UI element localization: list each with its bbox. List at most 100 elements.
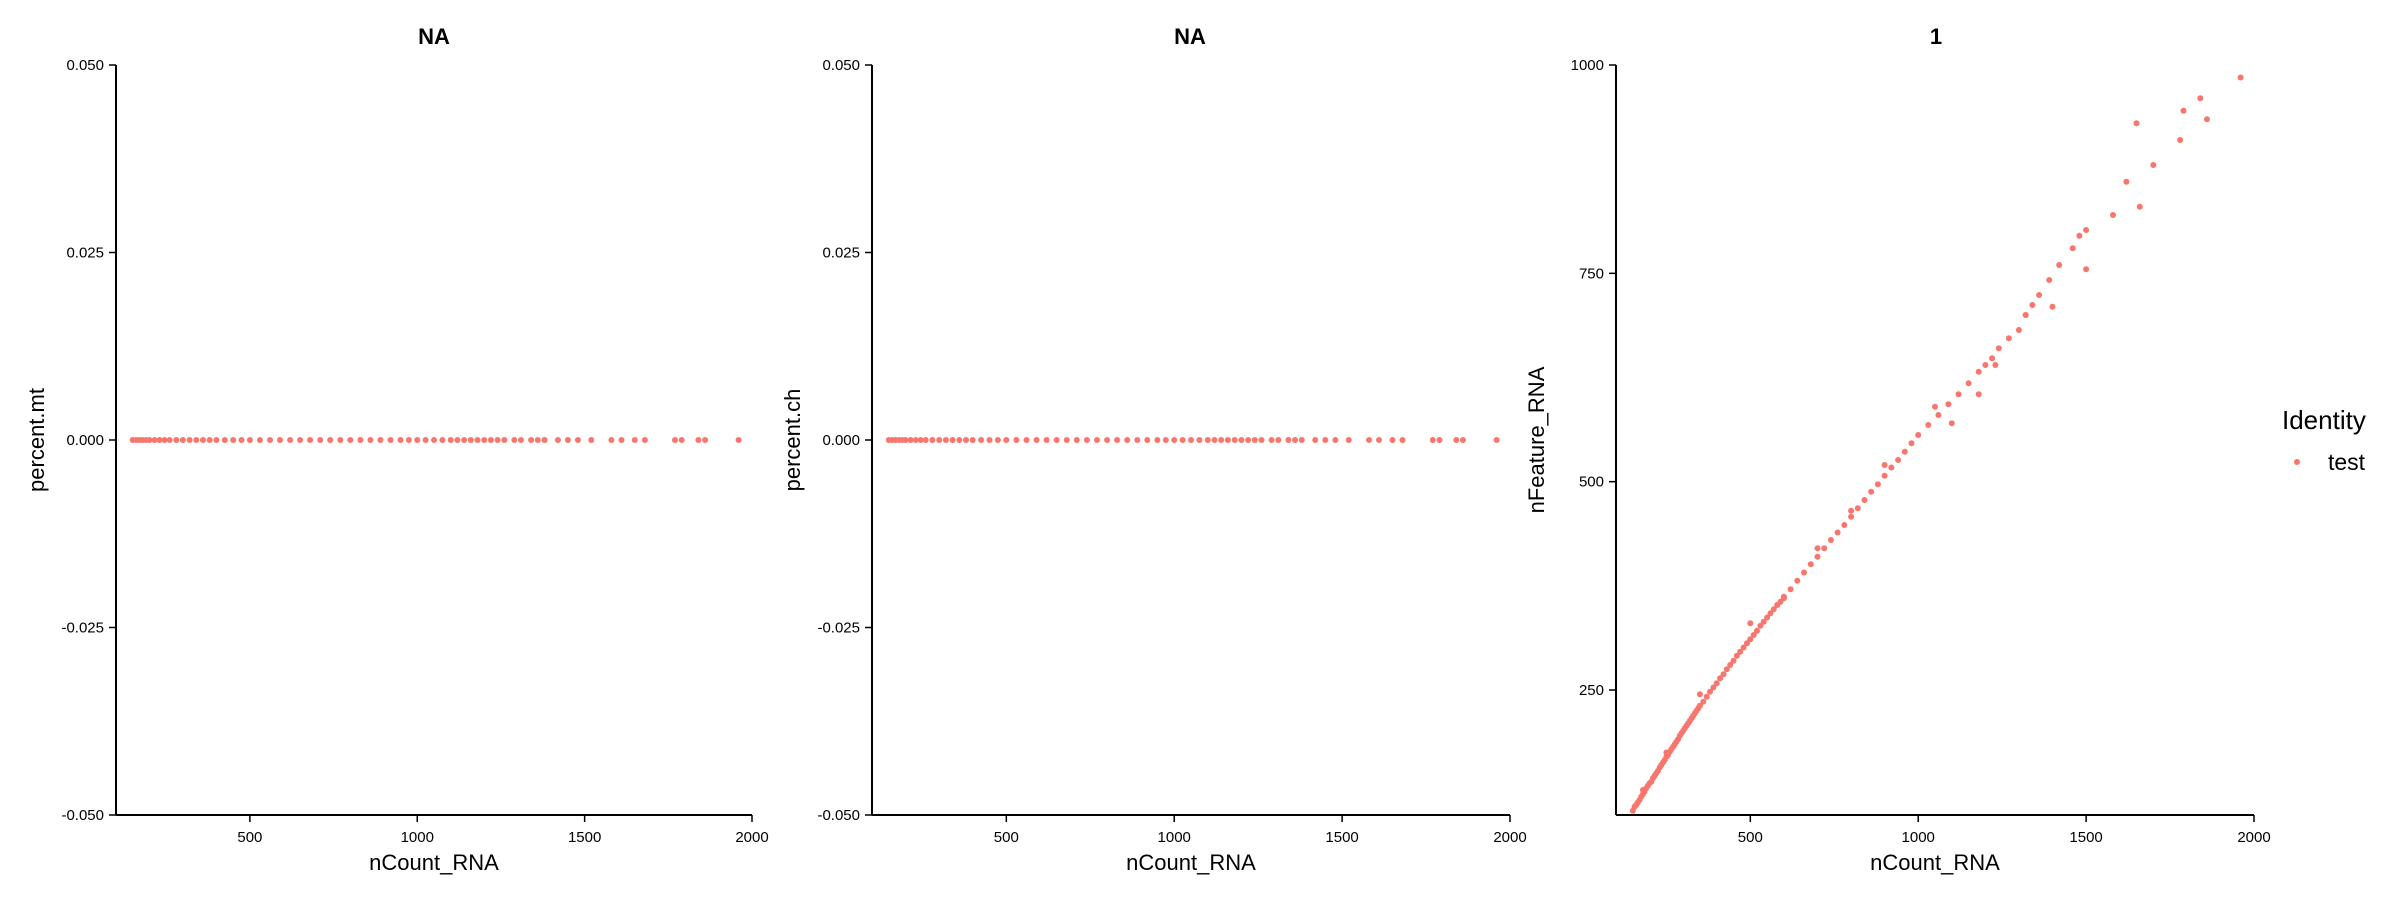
data-point [1275,437,1282,443]
x-axis-label: nCount_RNA [1126,850,1256,875]
data-point [1908,440,1915,447]
data-point [1171,437,1178,443]
data-point [1322,437,1329,443]
legend-label: test [2328,449,2366,475]
data-point [337,437,344,443]
data-point [267,437,273,443]
data-point [608,437,615,443]
data-point [1436,437,1443,443]
data-point [1723,666,1730,673]
data-point [735,437,742,443]
data-point [1848,507,1855,514]
data-point [2197,95,2204,102]
y-tick-label: 500 [1579,474,1604,491]
chart-title: NA [1174,24,1206,49]
data-point [1399,437,1406,443]
data-point [1312,437,1319,443]
data-point [397,437,404,443]
panel-1: NA 500 1000 1500 2000 -0.050 -0.025 0.000 0.025 0… [24,24,769,875]
data-point [405,437,412,443]
y-tick-label: 750 [1579,265,1604,282]
data-point [969,437,976,443]
data-point [1841,522,1848,528]
data-point [672,437,678,443]
data-point [1376,437,1382,443]
data-point [1179,437,1186,443]
data-point [367,437,374,443]
data-point [2083,266,2090,273]
data-point [461,437,468,443]
data-point [287,437,294,443]
data-point [1975,368,1982,375]
data-point [907,437,914,443]
data-point [1094,437,1100,443]
data-point [1848,513,1855,520]
data-point [467,437,474,443]
data-point [1707,688,1713,695]
data-point [156,437,163,443]
data-point [1821,545,1828,552]
data-point [2110,212,2116,218]
data-point [277,437,283,443]
x-axis-label: nCount_RNA [369,850,499,875]
data-point [1757,622,1764,629]
data-point [534,437,541,443]
data-point [166,437,173,443]
data-point [1703,693,1710,700]
data-point [1204,437,1211,443]
data-point [414,437,421,443]
data-point [151,437,158,443]
data-point [256,437,263,443]
data-point [246,437,253,443]
data-point [481,437,488,443]
data-point [1073,437,1080,443]
data-point [1188,437,1194,443]
data-point [1700,698,1707,705]
data-point [238,437,245,443]
data-point [1881,472,1888,479]
data-point [618,437,625,443]
x-tick-label: 500 [1738,829,1763,846]
y-tick-label: 0.025 [822,245,860,262]
data-point [1196,437,1203,443]
data-point [146,437,153,443]
data-point [454,437,461,443]
data-point [1144,437,1151,443]
data-point [1238,437,1245,443]
chart-title: NA [418,24,450,49]
data-point [588,437,595,443]
data-point [963,437,969,443]
y-axis-label: nFeature_RNA [1524,366,1549,513]
data-point [1807,561,1814,568]
data-point [1737,648,1744,655]
data-point [1663,749,1670,756]
data-point [2133,120,2140,127]
y-axis-label: percent.ch [780,389,805,492]
data-point [1975,391,1982,398]
x-tick-label: 2000 [1493,829,1526,846]
data-point [1754,627,1760,634]
data-point [1995,345,2002,352]
data-point [1901,448,1908,455]
data-point [2123,178,2130,185]
data-point [942,437,949,443]
data-point [1948,420,1955,427]
data-point [186,437,193,443]
data-point [1493,437,1500,443]
data-point [2029,302,2036,308]
legend: Identity test [2282,405,2366,475]
data-point [902,437,909,443]
data-point [1268,437,1275,443]
data-point [1033,437,1040,443]
data-point [1696,702,1703,709]
x-tick-label: 1000 [1902,829,1935,846]
data-point [1154,437,1161,443]
x-axis-label: nCount_RNA [1870,850,2000,875]
data-point [2022,312,2029,318]
data-point [1245,437,1252,443]
data-point [1854,505,1861,512]
data-point [936,437,943,443]
data-point [179,437,186,443]
data-point [1780,595,1787,602]
